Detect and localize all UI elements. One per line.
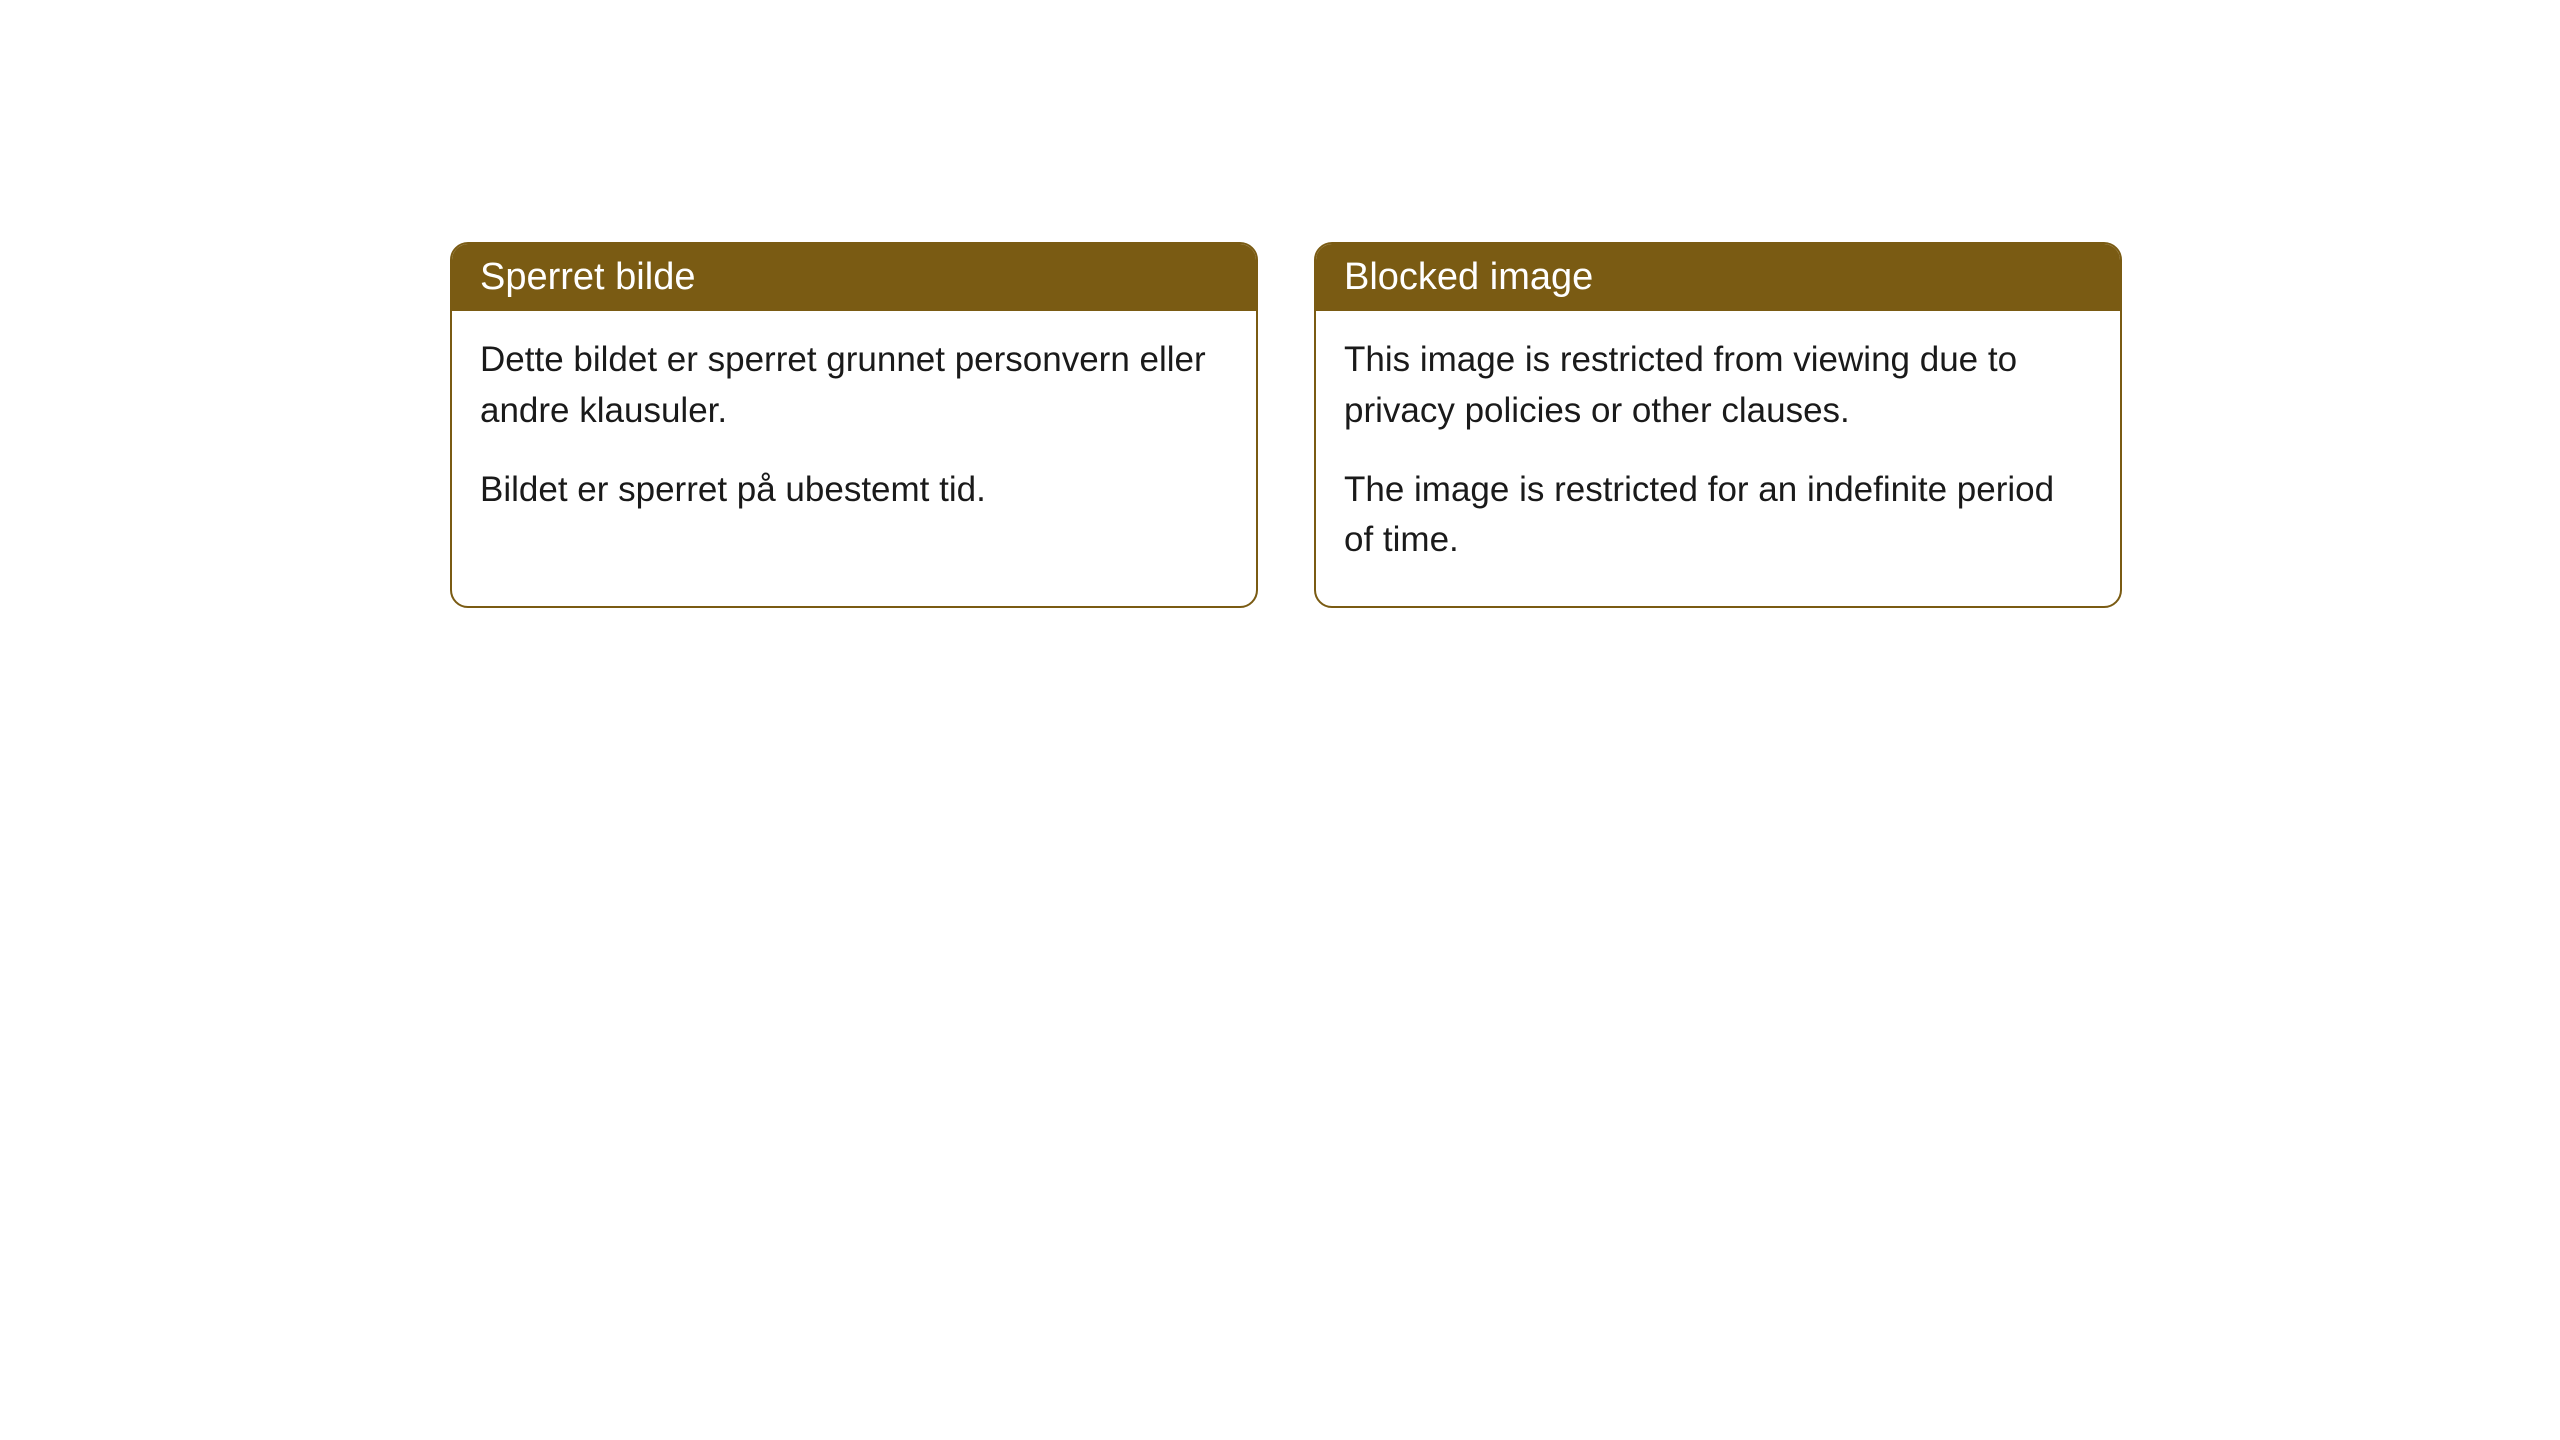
card-norwegian: Sperret bilde Dette bildet er sperret gr… (450, 242, 1258, 608)
card-english: Blocked image This image is restricted f… (1314, 242, 2122, 608)
card-body-english: This image is restricted from viewing du… (1316, 311, 2120, 606)
card-header-english: Blocked image (1316, 244, 2120, 311)
card-paragraph-norwegian-2: Bildet er sperret på ubestemt tid. (480, 465, 1228, 516)
card-title-english: Blocked image (1344, 256, 1593, 298)
cards-container: Sperret bilde Dette bildet er sperret gr… (450, 242, 2122, 608)
card-title-norwegian: Sperret bilde (480, 256, 695, 298)
card-paragraph-english-1: This image is restricted from viewing du… (1344, 335, 2092, 437)
card-paragraph-norwegian-1: Dette bildet er sperret grunnet personve… (480, 335, 1228, 437)
card-paragraph-english-2: The image is restricted for an indefinit… (1344, 465, 2092, 567)
card-header-norwegian: Sperret bilde (452, 244, 1256, 311)
card-body-norwegian: Dette bildet er sperret grunnet personve… (452, 311, 1256, 555)
